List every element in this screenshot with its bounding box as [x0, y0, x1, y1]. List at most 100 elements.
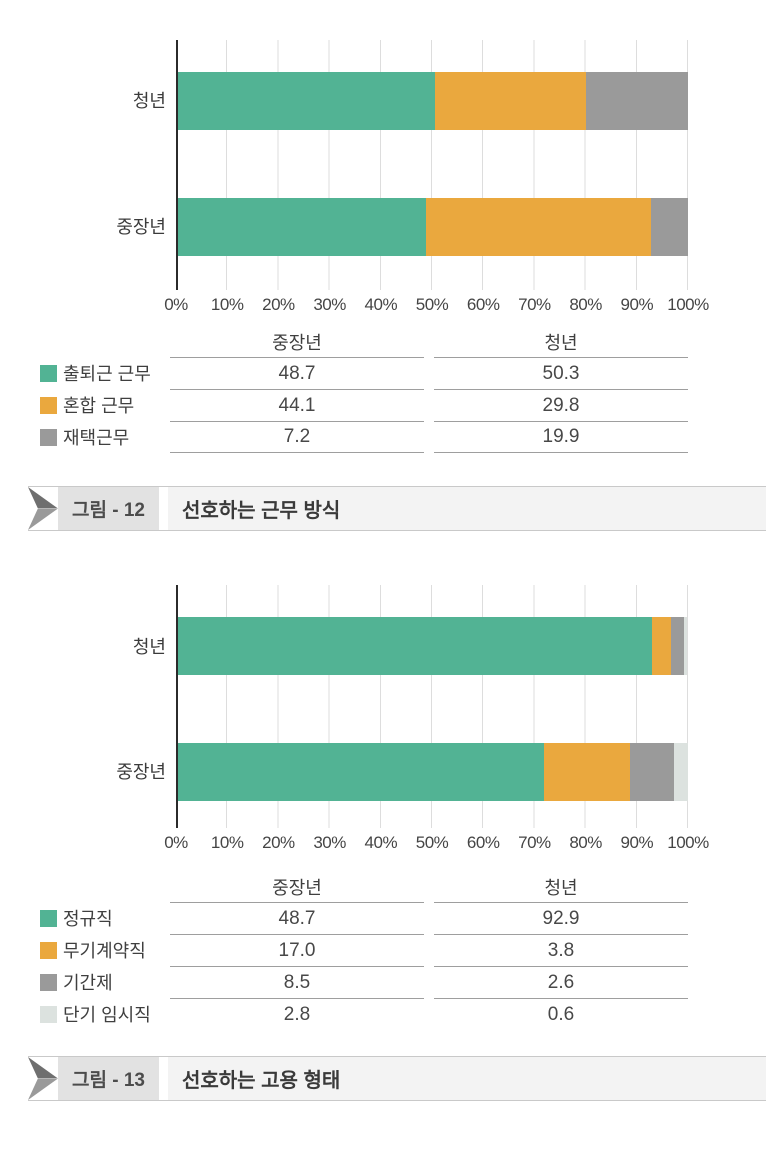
legend-label: 무기계약직: [63, 941, 146, 961]
legend-item: 출퇴근 근무: [40, 357, 170, 389]
x-tick-label: 100%: [667, 833, 709, 852]
y-axis-spine: [176, 585, 178, 828]
table-row: 기간제 8.5 2.6: [40, 966, 688, 998]
bar-segment-gray: [630, 743, 674, 801]
x-tick-label: 30%: [313, 295, 346, 314]
x-tick-label: 50%: [415, 295, 449, 314]
x-tick-label: 30%: [313, 833, 346, 852]
bar-segment-orange: [651, 617, 672, 675]
x-tick-label: 100%: [667, 295, 709, 314]
table-column-header: 중장년: [272, 332, 322, 353]
x-tick-label: 70%: [518, 295, 551, 314]
table-value: 92.9: [434, 902, 688, 934]
table-row: 출퇴근 근무 48.7 50.3: [40, 357, 688, 389]
table-value: 0.6: [434, 998, 688, 1030]
legend-item: 정규직: [40, 902, 170, 934]
legend-item: 재택근무: [40, 421, 170, 453]
bar-segment-orange: [426, 198, 652, 256]
legend-label: 단기 임시직: [63, 1005, 151, 1025]
caption-arrow-icon: [28, 1057, 58, 1100]
table-row: 정규직 48.7 92.9: [40, 902, 688, 934]
bar-segment-lightgray: [673, 743, 688, 801]
caption-arrow-icon: [28, 487, 58, 530]
bar-segment-green: [178, 198, 427, 256]
table-value: 2.6: [434, 966, 688, 998]
table-row: 혼합 근무 44.1 29.8: [40, 389, 688, 421]
legend-swatch-lightgray: [40, 1005, 57, 1023]
bar-segment-green: [178, 743, 544, 801]
table-value: 2.8: [170, 998, 424, 1030]
legend-label: 혼합 근무: [63, 396, 135, 416]
x-tick-label: 60%: [466, 833, 500, 852]
legend-label: 정규직: [63, 909, 113, 929]
stacked-bar-young: [178, 617, 688, 675]
legend-item: 기간제: [40, 966, 170, 998]
table-value: 44.1: [170, 389, 424, 421]
figure-caption: 그림 - 12 선호하는 근무 방식: [28, 486, 766, 531]
table-row: 단기 임시직 2.8 0.6: [40, 998, 688, 1030]
y-axis-spine: [176, 40, 178, 290]
table-row: 무기계약직 17.0 3.8: [40, 934, 688, 966]
stacked-bar-young: [178, 72, 688, 130]
legend-swatch-orange: [40, 396, 57, 414]
data-table: 중장년 청년 정규직 48.7 92.9 무기계약직 17.0 3.8 기간제 8.5 2.6 단기 …: [40, 871, 688, 1030]
table-value: 50.3: [434, 357, 688, 389]
category-label-middle: 중장년: [116, 217, 166, 237]
caption-title: 선호하는 고용 형태: [167, 1057, 766, 1100]
stacked-bar-middle: [178, 198, 688, 256]
legend-label: 기간제: [63, 973, 113, 993]
bar-segment-gray: [651, 198, 688, 256]
table-value: 7.2: [170, 421, 424, 453]
x-tick-label: 70%: [518, 833, 551, 852]
x-tick-label: 60%: [466, 295, 500, 314]
table-value: 48.7: [170, 357, 424, 389]
legend-swatch-gray: [40, 428, 57, 446]
category-label-young: 청년: [132, 637, 166, 657]
legend-swatch-green: [40, 364, 57, 382]
x-tick-label: 20%: [262, 295, 295, 314]
x-tick-label: 0%: [164, 833, 188, 852]
bar-segment-orange: [543, 743, 631, 801]
x-tick-label: 50%: [415, 833, 449, 852]
bar-segment-orange: [434, 72, 587, 130]
caption-title: 선호하는 근무 방식: [167, 487, 766, 530]
figure-caption: 그림 - 13 선호하는 고용 형태: [28, 1056, 766, 1101]
table-value: 17.0: [170, 934, 424, 966]
bar-segment-green: [178, 617, 652, 675]
caption-gap: [158, 1057, 168, 1100]
bar-segment-green: [178, 72, 435, 130]
x-tick-label: 0%: [164, 295, 188, 314]
legend-item: 혼합 근무: [40, 389, 170, 421]
table-value: 48.7: [170, 902, 424, 934]
table-row: 재택근무 7.2 19.9: [40, 421, 688, 453]
category-label-young: 청년: [132, 91, 166, 111]
x-tick-label: 40%: [364, 295, 398, 314]
legend-item: 무기계약직: [40, 934, 170, 966]
bar-segment-gray: [586, 72, 688, 130]
caption-badge: 그림 - 12: [58, 487, 159, 530]
caption-badge: 그림 - 13: [58, 1057, 159, 1100]
table-column-header: 청년: [544, 877, 578, 898]
x-tick-label: 40%: [364, 833, 398, 852]
legend-item: 단기 임시직: [40, 998, 170, 1030]
x-tick-label: 80%: [569, 295, 602, 314]
x-tick-label: 10%: [210, 833, 244, 852]
category-label-middle: 중장년: [116, 762, 166, 782]
plot-area: [176, 40, 688, 290]
x-axis-labels: 0% 10% 20% 30% 40% 50% 60% 70% 80% 90% 100%: [164, 295, 709, 317]
plot-area: [176, 585, 688, 828]
bar-segment-gray: [671, 617, 685, 675]
caption-gap: [158, 487, 168, 530]
x-tick-label: 20%: [262, 833, 295, 852]
legend-swatch-gray: [40, 973, 57, 991]
table-value: 29.8: [434, 389, 688, 421]
table-column-header: 청년: [544, 332, 578, 353]
x-tick-label: 10%: [210, 295, 244, 314]
legend-swatch-orange: [40, 941, 57, 959]
bar-segment-lightgray: [684, 617, 688, 675]
x-axis-labels: 0% 10% 20% 30% 40% 50% 60% 70% 80% 90% 100%: [164, 833, 709, 855]
